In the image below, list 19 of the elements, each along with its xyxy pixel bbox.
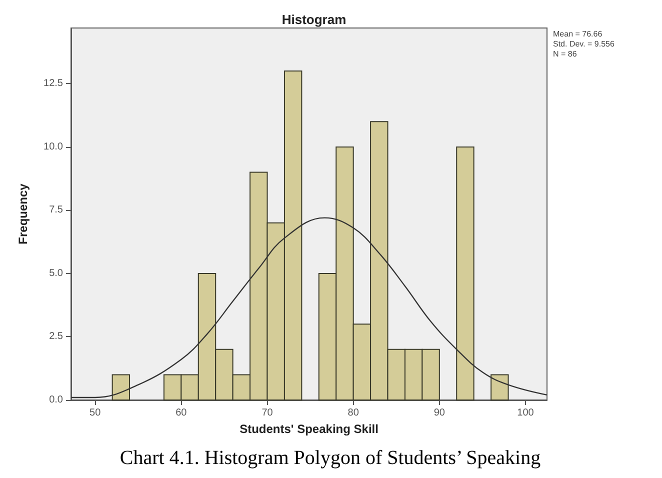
y-tick-label: 12.5 <box>44 78 64 90</box>
text: N = 86 <box>553 50 578 58</box>
text: Mean = 76.66 <box>553 30 603 38</box>
y-tick-label: 7.5 <box>49 204 64 216</box>
y-tick-label: 5.0 <box>49 268 64 279</box>
y-tick-label: 0.0 <box>49 394 64 406</box>
y-tick-label: 2.5 <box>49 331 64 342</box>
chart-title: Histogram <box>282 12 346 27</box>
x-tick-label: 70 <box>262 408 274 418</box>
x-axis-title: Students' Speaking Skill <box>240 422 378 436</box>
x-tick-label: 50 <box>90 408 102 418</box>
x-tick-label: 60 <box>176 408 188 418</box>
y-tick-label: 10.0 <box>44 141 64 152</box>
y-axis-title: Frequency <box>16 183 30 244</box>
x-tick-label: 80 <box>348 408 360 418</box>
x-tick-label: 100 <box>517 408 534 418</box>
caption: Chart 4.1. Histogram Polygon of Students’ Speaking <box>120 447 541 469</box>
text: Std. Dev. = 9.556 <box>553 40 615 48</box>
x-tick-label: 90 <box>434 408 446 418</box>
